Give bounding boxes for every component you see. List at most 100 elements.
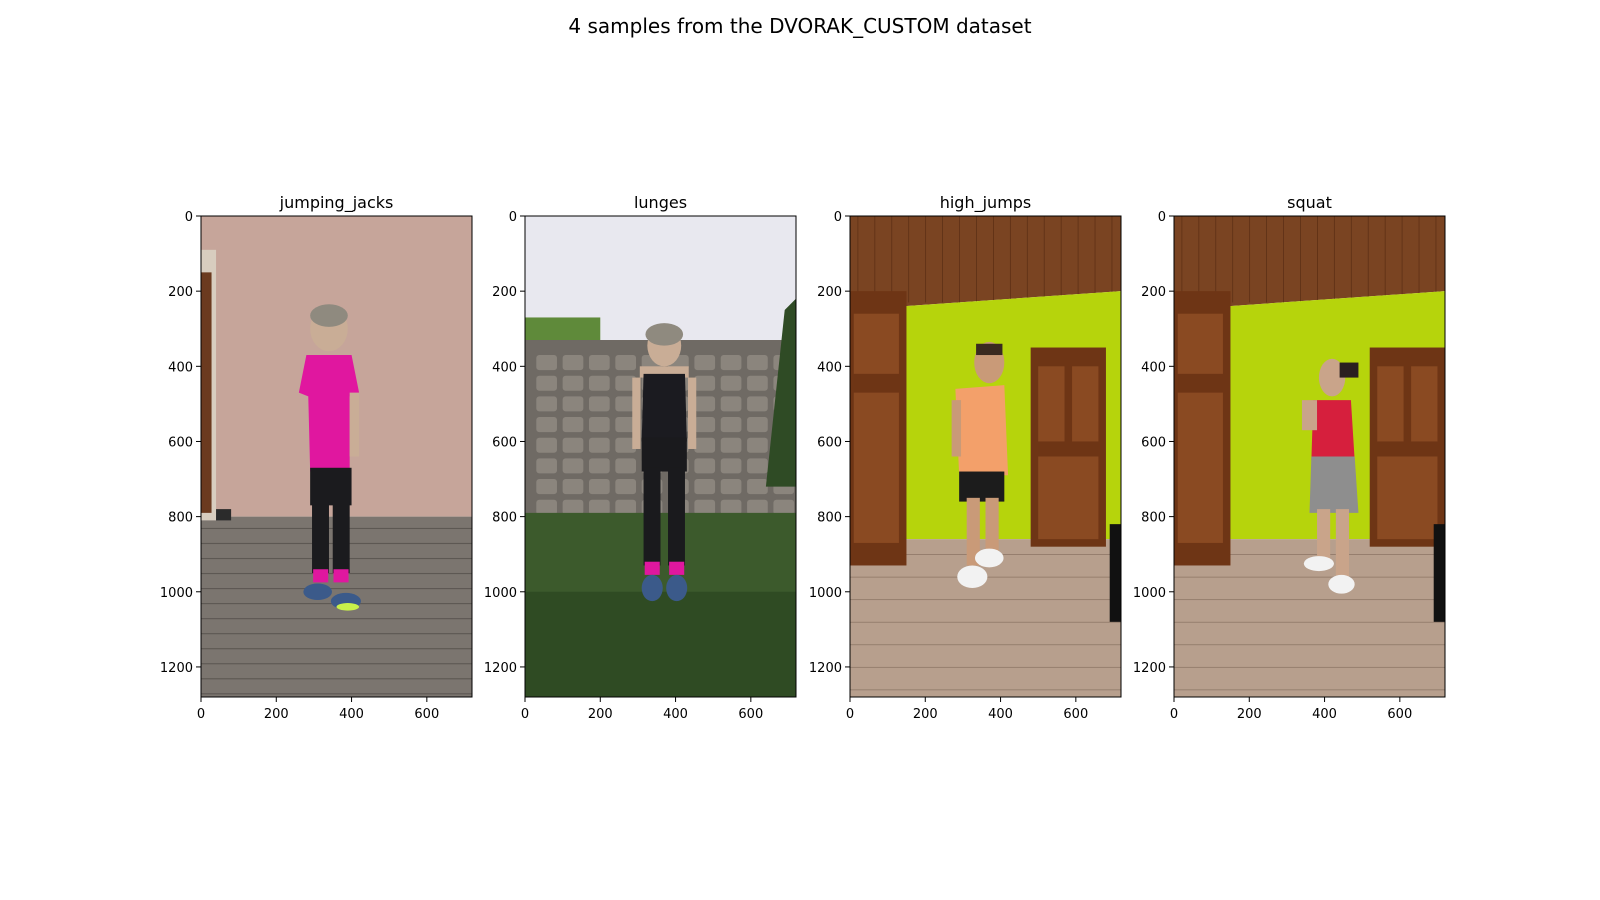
x-tick-label: 600 <box>1063 707 1088 722</box>
floor-board <box>850 599 1121 601</box>
ceiling-board <box>857 216 859 303</box>
person-sock-left <box>313 569 329 583</box>
stone <box>694 499 716 515</box>
person-leg-left <box>312 501 329 573</box>
stone <box>615 479 637 495</box>
stone <box>615 499 637 515</box>
axes-frame <box>849 215 1122 698</box>
y-tick-label: 400 <box>817 360 842 375</box>
person-arm-left <box>632 377 641 449</box>
pavement-joint <box>201 633 472 635</box>
floor-board <box>850 621 1121 623</box>
stone <box>536 355 557 371</box>
x-tick-label: 400 <box>339 707 364 722</box>
door-panel <box>1038 366 1065 442</box>
stone <box>536 396 557 412</box>
y-tick-label: 1200 <box>1133 661 1166 676</box>
stone <box>588 417 610 433</box>
ceiling-board <box>1333 216 1335 303</box>
person-hips <box>641 437 687 472</box>
stone <box>720 375 742 391</box>
ceiling <box>1174 216 1445 310</box>
person-leg-right <box>985 497 999 566</box>
x-tick-label: 0 <box>197 707 205 722</box>
panel-title: squat <box>1287 193 1332 212</box>
door-panel <box>1038 456 1099 540</box>
floor-board <box>1174 666 1445 668</box>
floor-board <box>850 644 1121 646</box>
stone <box>694 458 716 474</box>
x-tick-label: 200 <box>264 707 289 722</box>
ceiling-board <box>993 216 994 303</box>
stone <box>720 479 742 495</box>
ceiling-board <box>1300 216 1301 303</box>
person-leg-left <box>1317 509 1331 566</box>
person-arm <box>349 392 360 457</box>
stone <box>536 417 557 433</box>
ceiling-board <box>1435 216 1437 303</box>
y-tick-label: 600 <box>817 435 842 450</box>
ceiling-board <box>1283 216 1284 303</box>
ceiling-board <box>1418 216 1420 303</box>
grass-shade <box>525 591 796 697</box>
y-tick-label: 400 <box>168 360 193 375</box>
person-sock-left <box>1303 556 1334 572</box>
ceiling-board <box>1198 216 1200 303</box>
stone <box>588 458 610 474</box>
stone <box>536 437 557 453</box>
stone <box>747 437 768 453</box>
panel-jumping_jacks: jumping_jacks 0 200 400 600 0 200 400 600 800 1000… <box>160 193 473 722</box>
stone <box>747 396 768 412</box>
floor-board <box>1174 689 1445 691</box>
x-tick-label: 200 <box>913 707 938 722</box>
stone <box>694 375 716 391</box>
stone <box>536 375 557 391</box>
person-hips <box>310 467 352 506</box>
stone <box>588 375 610 391</box>
panel-high_jumps: high_jumps 0 200 400 600 0 200 400 600 800 1000 120… <box>809 193 1122 722</box>
stone <box>694 396 716 412</box>
ceiling-board <box>1317 216 1318 303</box>
sample-image-lunges <box>525 216 796 697</box>
y-tick-label: 600 <box>1141 435 1166 450</box>
y-tick-label: 200 <box>817 285 842 300</box>
person-shirt <box>298 355 360 472</box>
stone <box>720 396 742 412</box>
wardrobe-panel <box>853 392 899 543</box>
pavement-joint <box>201 588 472 590</box>
ceiling-board <box>925 216 927 303</box>
person-hair <box>1339 362 1359 378</box>
x-tick-label: 400 <box>1312 707 1337 722</box>
y-tick-label: 200 <box>492 285 517 300</box>
door <box>201 272 212 513</box>
y-tick-label: 400 <box>1141 360 1166 375</box>
person-leg-right <box>668 467 685 566</box>
floor <box>1174 539 1445 697</box>
floor-board <box>1174 599 1445 601</box>
stone <box>747 375 768 391</box>
stone <box>773 499 795 515</box>
x-tick-label: 0 <box>521 707 529 722</box>
person-leg-right <box>1335 509 1350 577</box>
person-sock-left <box>957 565 988 589</box>
person-hair <box>645 323 684 346</box>
y-tick-label: 0 <box>509 210 517 225</box>
y-tick-label: 200 <box>1141 285 1166 300</box>
stone <box>694 479 716 495</box>
x-tick-label: 400 <box>663 707 688 722</box>
pavement-joint <box>201 678 472 680</box>
stone <box>588 499 610 515</box>
y-tick-label: 600 <box>168 435 193 450</box>
stone <box>536 479 557 495</box>
sample-image-jumping_jacks <box>201 216 472 697</box>
pavement-joint <box>201 663 472 665</box>
y-tick-label: 800 <box>817 511 842 526</box>
ceiling <box>850 216 1121 310</box>
wardrobe-panel <box>853 313 899 374</box>
person-head <box>1318 358 1346 397</box>
person-arm-right <box>687 377 697 449</box>
person-hair <box>310 304 348 327</box>
panel-title: lunges <box>634 193 687 212</box>
y-tick-label: 1200 <box>484 661 517 676</box>
stone <box>615 375 637 391</box>
